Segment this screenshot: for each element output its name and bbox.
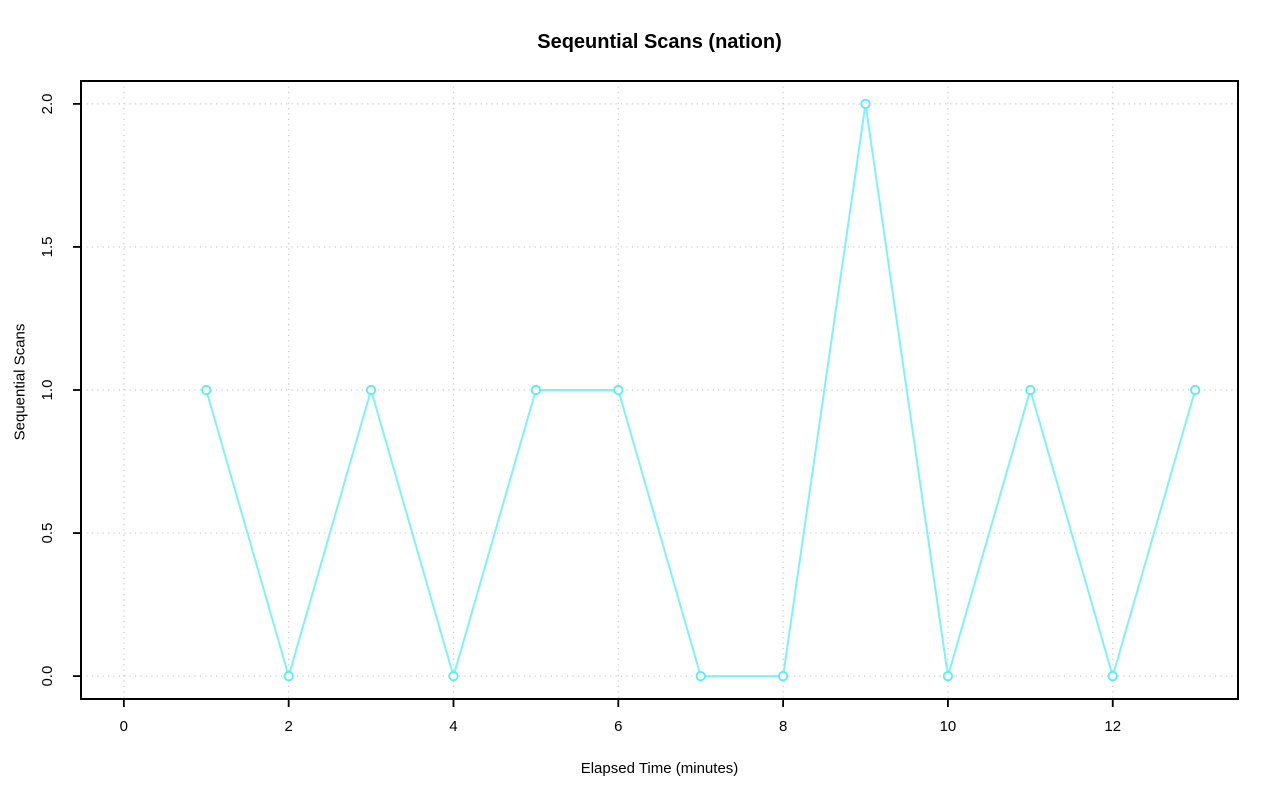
data-point-marker xyxy=(530,384,541,396)
data-point-marker xyxy=(1025,384,1036,396)
data-point-marker xyxy=(201,384,212,396)
data-point-marker xyxy=(1190,384,1201,396)
data-point-marker xyxy=(860,98,871,109)
plot-box xyxy=(80,80,1239,700)
data-point-marker xyxy=(1107,671,1118,682)
series-line xyxy=(205,102,1197,678)
y-tick-label: 0.5 xyxy=(39,523,56,544)
chart-title: Seqeuntial Scans (nation) xyxy=(537,31,782,53)
data-point-marker xyxy=(695,671,706,682)
data-point-marker xyxy=(448,671,459,682)
x-tick-label: 2 xyxy=(284,718,292,735)
y-tick-label: 2.0 xyxy=(39,93,56,114)
data-point-marker xyxy=(942,671,954,682)
x-tick-label: 4 xyxy=(449,718,457,735)
data-point-marker xyxy=(613,384,624,396)
x-tick-label: 12 xyxy=(1104,718,1121,735)
data-point-marker xyxy=(778,671,789,682)
y-tick-label: 1.0 xyxy=(39,380,56,401)
y-tick-label: 1.5 xyxy=(39,237,56,258)
data-point-marker xyxy=(365,384,377,396)
x-tick-label: 10 xyxy=(940,718,957,735)
y-axis-title: Sequential Scans xyxy=(11,323,29,441)
data-point-marker xyxy=(283,671,294,682)
x-axis-title: Elapsed Time (minutes) xyxy=(580,760,739,777)
y-tick-label: 0.0 xyxy=(39,666,56,687)
x-tick-label: 0 xyxy=(120,718,128,735)
x-tick-label: 8 xyxy=(779,718,787,735)
x-tick-label: 6 xyxy=(614,718,622,735)
